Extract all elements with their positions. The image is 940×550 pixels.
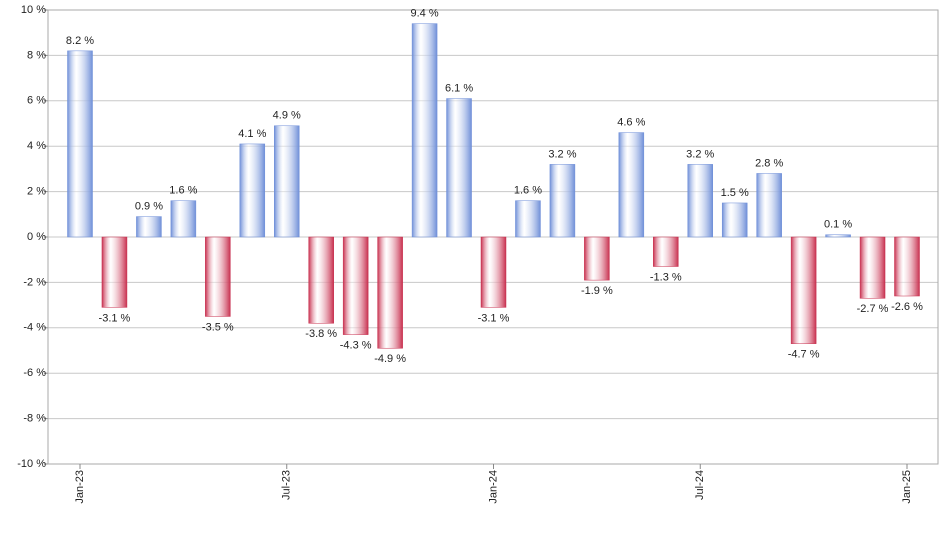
value-label: 4.1 % <box>238 128 266 140</box>
value-label: 0.9 % <box>135 200 163 212</box>
x-tick-label: Jan-25 <box>901 470 913 504</box>
bar <box>308 236 334 324</box>
value-label: 1.6 % <box>169 185 197 197</box>
bar <box>67 50 93 238</box>
value-label: -2.6 % <box>891 301 923 313</box>
value-label: 1.5 % <box>721 187 749 199</box>
bar <box>653 236 679 267</box>
value-label: -4.7 % <box>788 349 820 361</box>
bar <box>411 23 438 238</box>
bar <box>584 236 610 281</box>
value-label: -3.8 % <box>305 328 337 340</box>
value-label: 8.2 % <box>66 35 94 47</box>
bar <box>618 132 645 238</box>
y-tick-label: 2 % <box>27 186 46 198</box>
value-label: 6.1 % <box>445 82 473 94</box>
value-label: 1.6 % <box>514 185 542 197</box>
bar <box>480 236 507 308</box>
bar <box>170 200 197 238</box>
value-label: 3.2 % <box>686 148 714 160</box>
x-tick-label: Jan-23 <box>74 470 86 504</box>
x-tick-label: Jul-24 <box>694 470 706 500</box>
y-tick-label: 8 % <box>27 49 46 61</box>
bar <box>756 173 782 238</box>
bar <box>136 216 162 238</box>
bar <box>446 98 472 238</box>
bar <box>894 236 920 297</box>
y-tick-label: 0 % <box>27 231 46 243</box>
bar <box>239 143 266 238</box>
bar <box>721 202 748 238</box>
value-label: -1.3 % <box>650 271 682 283</box>
bar <box>101 236 128 308</box>
value-label: -4.3 % <box>340 340 372 352</box>
bar <box>687 164 713 238</box>
value-label: 3.2 % <box>548 148 576 160</box>
bar <box>790 236 817 344</box>
y-tick-label: -10 % <box>17 458 46 470</box>
y-tick-label: -6 % <box>23 367 46 379</box>
x-tick-label: Jan-24 <box>487 470 499 504</box>
value-label: -3.1 % <box>99 312 131 324</box>
value-label: -1.9 % <box>581 285 613 297</box>
bar <box>515 200 541 238</box>
y-tick-label: 4 % <box>27 140 46 152</box>
value-label: 4.9 % <box>273 110 301 122</box>
bar <box>274 125 300 238</box>
bar <box>549 164 576 238</box>
y-tick-label: 6 % <box>27 95 46 107</box>
bar <box>859 236 886 299</box>
y-tick-label: -4 % <box>23 322 46 334</box>
y-tick-label: 10 % <box>21 4 46 16</box>
value-label: -3.5 % <box>202 321 234 333</box>
value-label: -2.7 % <box>857 303 889 315</box>
value-label: -3.1 % <box>478 312 510 324</box>
bar <box>377 236 403 349</box>
y-tick-label: -2 % <box>23 276 46 288</box>
value-label: -4.9 % <box>374 353 406 365</box>
x-tick-label: Jul-23 <box>281 470 293 500</box>
bar <box>825 234 851 238</box>
bar <box>205 236 231 317</box>
bar <box>342 236 369 335</box>
value-label: 0.1 % <box>824 219 852 231</box>
y-tick-label: -8 % <box>23 413 46 425</box>
value-label: 9.4 % <box>411 8 439 20</box>
value-label: 4.6 % <box>617 116 645 128</box>
value-label: 2.8 % <box>755 157 783 169</box>
